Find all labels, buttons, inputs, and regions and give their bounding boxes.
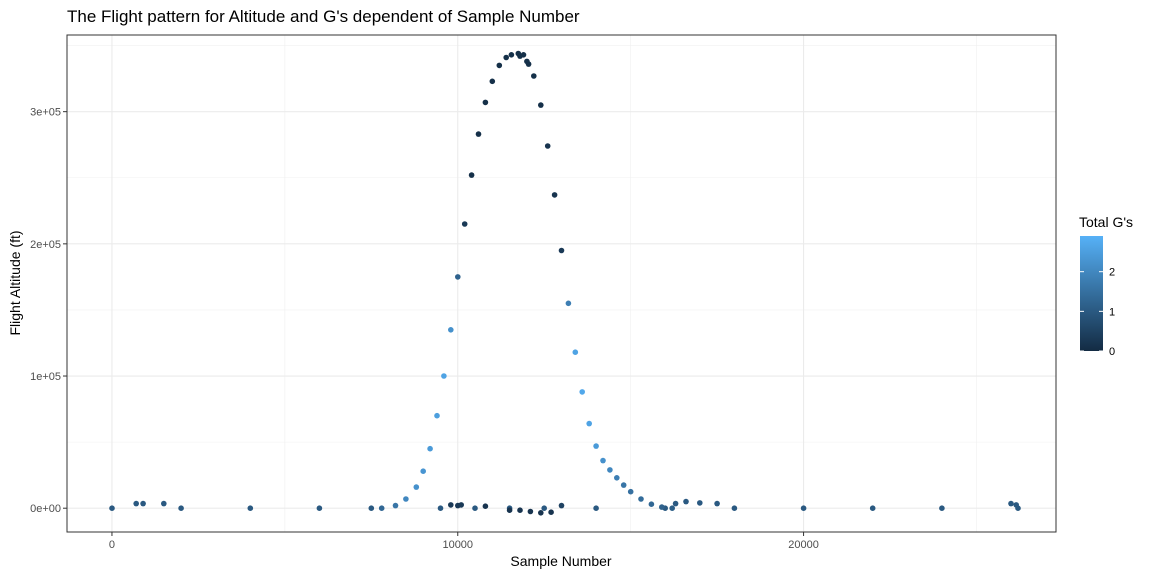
data-point xyxy=(614,475,620,481)
data-point xyxy=(939,505,945,512)
data-point xyxy=(441,373,447,379)
data-point xyxy=(620,482,627,488)
data-point xyxy=(538,102,544,108)
y-axis-title: Flight Altitude (ft) xyxy=(7,230,23,335)
data-point xyxy=(472,505,478,512)
data-point xyxy=(800,505,807,512)
data-point xyxy=(109,505,115,512)
data-point xyxy=(579,389,585,395)
data-point xyxy=(140,500,146,507)
data-point xyxy=(565,300,572,307)
y-tick-label: 0e+00 xyxy=(30,503,61,515)
data-point xyxy=(434,412,440,419)
data-point xyxy=(683,498,689,505)
data-point xyxy=(413,484,420,490)
data-point xyxy=(515,50,522,57)
data-point xyxy=(607,467,613,473)
data-point xyxy=(475,131,482,137)
data-point xyxy=(548,509,554,515)
data-point xyxy=(697,500,703,506)
data-point xyxy=(527,508,534,515)
data-point xyxy=(586,420,592,427)
data-point xyxy=(627,488,634,495)
data-point xyxy=(558,502,565,509)
y-tick-label: 1e+05 xyxy=(30,371,61,383)
data-point xyxy=(378,505,385,512)
data-point xyxy=(572,349,579,356)
data-points xyxy=(109,50,1021,516)
legend-label: 0 xyxy=(1109,346,1115,358)
data-point xyxy=(558,247,565,254)
data-point xyxy=(1013,502,1019,508)
legend-title: Total G's xyxy=(1079,214,1133,230)
data-point xyxy=(520,52,527,58)
x-tick-label: 10000 xyxy=(442,539,473,551)
data-point xyxy=(541,505,547,512)
data-point xyxy=(482,503,489,510)
data-point xyxy=(482,99,489,106)
y-axis-ticks: 0e+00 1e+05 2e+05 3e+05 xyxy=(30,107,67,515)
data-point xyxy=(316,505,323,512)
data-point xyxy=(458,502,465,508)
color-legend: Total G's 0 1 2 xyxy=(1079,214,1133,358)
data-point xyxy=(508,52,515,58)
data-point xyxy=(538,510,544,516)
data-point xyxy=(178,505,184,512)
data-point xyxy=(420,468,427,475)
x-tick-label: 20000 xyxy=(788,539,819,551)
data-point xyxy=(437,505,444,512)
data-point xyxy=(525,61,532,67)
data-point xyxy=(672,500,679,507)
data-point xyxy=(731,505,738,512)
data-point xyxy=(506,507,513,513)
data-point xyxy=(531,73,537,79)
x-tick-label: 0 xyxy=(109,539,115,551)
plot-panel-border xyxy=(66,34,1057,533)
data-point xyxy=(669,505,675,512)
data-point xyxy=(368,505,375,512)
legend-label: 2 xyxy=(1109,267,1115,279)
data-point xyxy=(392,502,399,509)
data-point xyxy=(496,62,503,69)
data-point xyxy=(489,78,496,85)
data-point xyxy=(659,504,665,510)
x-axis-ticks: 0 10000 20000 xyxy=(109,532,819,551)
data-point xyxy=(1008,500,1014,507)
y-tick-label: 3e+05 xyxy=(30,107,61,119)
data-point xyxy=(448,502,454,508)
data-point xyxy=(869,505,876,512)
data-point xyxy=(461,221,468,227)
data-point xyxy=(247,505,254,512)
chart-title: The Flight pattern for Altitude and G's … xyxy=(67,7,580,26)
x-axis-title: Sample Number xyxy=(510,553,611,569)
data-point xyxy=(593,505,599,512)
data-point xyxy=(161,500,167,507)
legend-label: 1 xyxy=(1109,306,1115,318)
data-point xyxy=(133,500,139,507)
data-point xyxy=(648,501,655,508)
data-point xyxy=(503,54,510,61)
data-point xyxy=(551,192,558,198)
legend-colorbar xyxy=(1080,236,1103,351)
data-point xyxy=(455,274,461,280)
data-point xyxy=(403,496,409,502)
data-point xyxy=(468,172,475,178)
data-point xyxy=(544,143,551,149)
data-point xyxy=(593,443,599,449)
data-point xyxy=(638,496,644,502)
data-point xyxy=(714,500,720,507)
data-point xyxy=(517,507,523,513)
y-tick-label: 2e+05 xyxy=(30,239,61,251)
data-point xyxy=(600,457,606,464)
data-point xyxy=(448,327,454,333)
grid xyxy=(67,35,1056,532)
data-point xyxy=(427,445,433,452)
